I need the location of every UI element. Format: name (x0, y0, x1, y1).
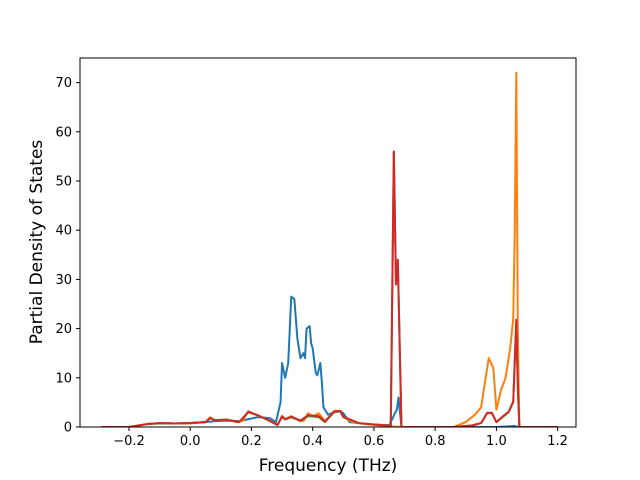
x-tick-label: 0.4 (302, 434, 323, 449)
x-tick-label: 0.2 (241, 434, 262, 449)
series-line-4 (101, 150, 558, 427)
x-tick-label: 0.6 (364, 434, 385, 449)
y-tick-label: 50 (55, 175, 72, 190)
y-tick-label: 0 (64, 421, 72, 436)
y-axis-label: Partial Density of States (27, 140, 47, 345)
y-axis-ticks: 0 10 20 30 40 50 60 70 (55, 76, 80, 436)
x-axis-label: Frequency (THz) (259, 456, 398, 476)
y-tick-label: 20 (55, 322, 72, 337)
x-tick-label: −0.2 (113, 434, 145, 449)
y-tick-label: 40 (55, 224, 72, 239)
x-tick-label: 1.2 (547, 434, 568, 449)
x-tick-label: 0.8 (425, 434, 446, 449)
x-axis-ticks: −0.2 0.0 0.2 0.4 0.6 0.8 1.0 1.2 (113, 427, 568, 449)
series-layer (101, 71, 558, 427)
y-tick-label: 10 (55, 371, 72, 386)
x-tick-label: 0.0 (180, 434, 201, 449)
y-tick-label: 60 (55, 125, 72, 140)
y-tick-label: 30 (55, 273, 72, 288)
y-tick-label: 70 (55, 76, 72, 91)
x-tick-label: 1.0 (486, 434, 507, 449)
axes-frame (79, 57, 577, 428)
plot-area (101, 71, 558, 427)
